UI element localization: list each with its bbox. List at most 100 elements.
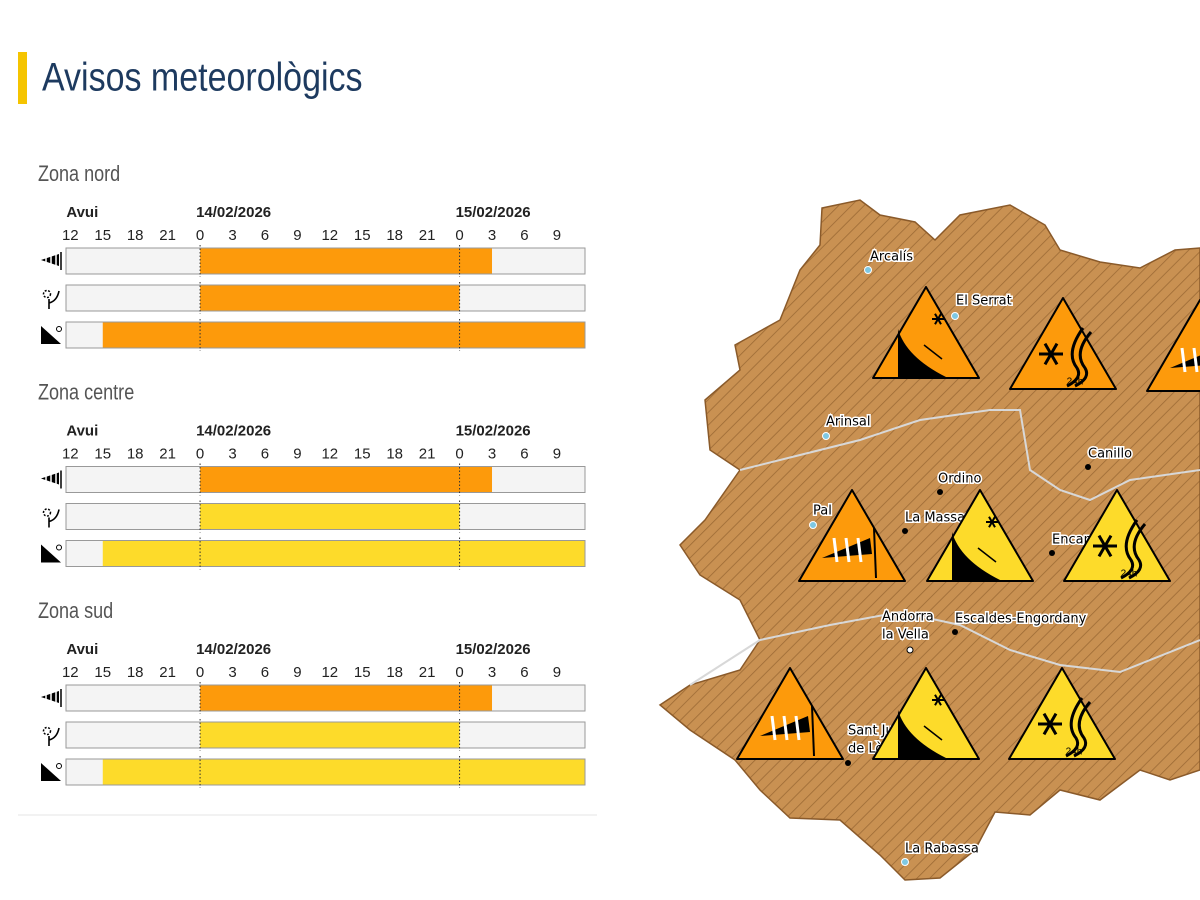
snow-icon — [48, 509, 60, 528]
place-dot — [822, 432, 830, 440]
hour-label: 6 — [261, 227, 269, 244]
place-dot — [902, 528, 908, 534]
place-dot — [845, 760, 851, 766]
place-dot — [1085, 464, 1091, 470]
hour-label: 9 — [553, 445, 561, 462]
warning-segment — [200, 467, 493, 492]
wind-icon — [41, 691, 59, 703]
timeline-border — [65, 247, 586, 275]
avalanche-icon — [56, 326, 62, 332]
warning-segment — [200, 285, 460, 311]
hour-label: 18 — [127, 227, 144, 244]
sign-label: 24h — [1067, 377, 1084, 388]
avalanche-icon — [41, 763, 61, 781]
hour-label: 6 — [520, 227, 528, 244]
place-dot — [952, 629, 958, 635]
day-label: Avui — [66, 641, 98, 658]
flake — [988, 516, 996, 528]
place-label: Arinsal — [826, 415, 870, 430]
warning-segment — [102, 759, 585, 785]
hour-label: 15 — [354, 227, 371, 244]
windsock-stripe — [856, 537, 863, 563]
flake — [1043, 342, 1059, 366]
hour-label: 21 — [159, 664, 176, 681]
day-label: 15/02/2026 — [456, 641, 531, 658]
road — [1066, 327, 1093, 388]
hour-label: 12 — [321, 445, 338, 462]
warning-triangle — [1008, 667, 1116, 760]
day-label: 14/02/2026 — [196, 422, 271, 439]
place-label: Escaldes-Engordany — [955, 612, 1087, 627]
timeline-border — [65, 684, 586, 712]
avalanche-icon — [56, 763, 62, 769]
warning-segment — [102, 541, 585, 566]
hour-label: 21 — [419, 664, 436, 681]
page-title: Avisos meteorològics — [42, 54, 363, 99]
avalanche-arrow — [923, 725, 943, 741]
windsock-stripe — [770, 715, 777, 741]
windsock-stripe — [1192, 347, 1199, 373]
hour-label: 9 — [293, 227, 301, 244]
hour-label: 18 — [386, 664, 403, 681]
windsock-pole — [811, 705, 815, 757]
road — [1120, 519, 1147, 580]
windsock-stripe — [844, 537, 851, 563]
zone-name: Zona nord — [38, 162, 120, 186]
hour-label: 0 — [196, 445, 204, 462]
flake — [1042, 712, 1058, 736]
avalanche-slope — [898, 329, 946, 377]
place-label: Canillo — [1088, 447, 1132, 462]
hour-label: 15 — [354, 664, 371, 681]
hour-label: 0 — [196, 227, 204, 244]
hour-label: 6 — [261, 664, 269, 681]
timeline-border — [65, 503, 586, 530]
hour-label: 3 — [228, 664, 236, 681]
snow-icon — [42, 289, 52, 299]
hour-label: 9 — [553, 664, 561, 681]
avalanche-icon — [56, 544, 62, 551]
warning-triangle — [736, 667, 844, 760]
hour-label: 21 — [419, 445, 436, 462]
hour-label: 12 — [62, 227, 79, 244]
windsock-stripe — [782, 715, 789, 741]
warning-signs: 24h 24h 24h — [736, 286, 1200, 760]
hour-label: 6 — [520, 664, 528, 681]
snow-icon — [48, 727, 60, 746]
day-label: 15/02/2026 — [456, 422, 531, 439]
hour-label: 15 — [94, 664, 111, 681]
hour-label: 6 — [261, 445, 269, 462]
place-dot — [906, 646, 914, 654]
hour-label: 6 — [520, 445, 528, 462]
warning-segment — [200, 685, 493, 711]
avalanche-slope — [952, 532, 1000, 580]
windsock-stripe — [1180, 347, 1187, 373]
title-accent — [18, 52, 27, 104]
day-label: Avui — [66, 204, 98, 221]
day-label: 14/02/2026 — [196, 641, 271, 658]
day-label: 14/02/2026 — [196, 204, 271, 221]
sign-label: 24h — [1066, 747, 1083, 758]
place-dot — [951, 312, 959, 320]
day-label: Avui — [66, 422, 98, 439]
warning-triangle — [1146, 299, 1200, 392]
avalanche-slope — [898, 710, 946, 758]
hour-label: 3 — [488, 227, 496, 244]
hour-label: 21 — [159, 445, 176, 462]
timeline-border — [65, 466, 586, 493]
zone-name: Zona sud — [38, 599, 113, 623]
place-label: El Serrat — [956, 294, 1012, 309]
hour-label: 15 — [354, 445, 371, 462]
place-dot — [864, 266, 872, 274]
place-label: Ordino — [938, 472, 981, 487]
place-dot — [937, 489, 943, 495]
hour-label: 12 — [62, 445, 79, 462]
windsock-stripe — [832, 537, 839, 563]
hour-label: 18 — [127, 445, 144, 462]
wind-icon — [41, 254, 59, 266]
snow-icon — [42, 508, 52, 517]
timeline-border — [65, 540, 586, 567]
place-dot — [809, 521, 817, 529]
zone-name: Zona centre — [38, 381, 134, 405]
flake — [1097, 534, 1113, 558]
